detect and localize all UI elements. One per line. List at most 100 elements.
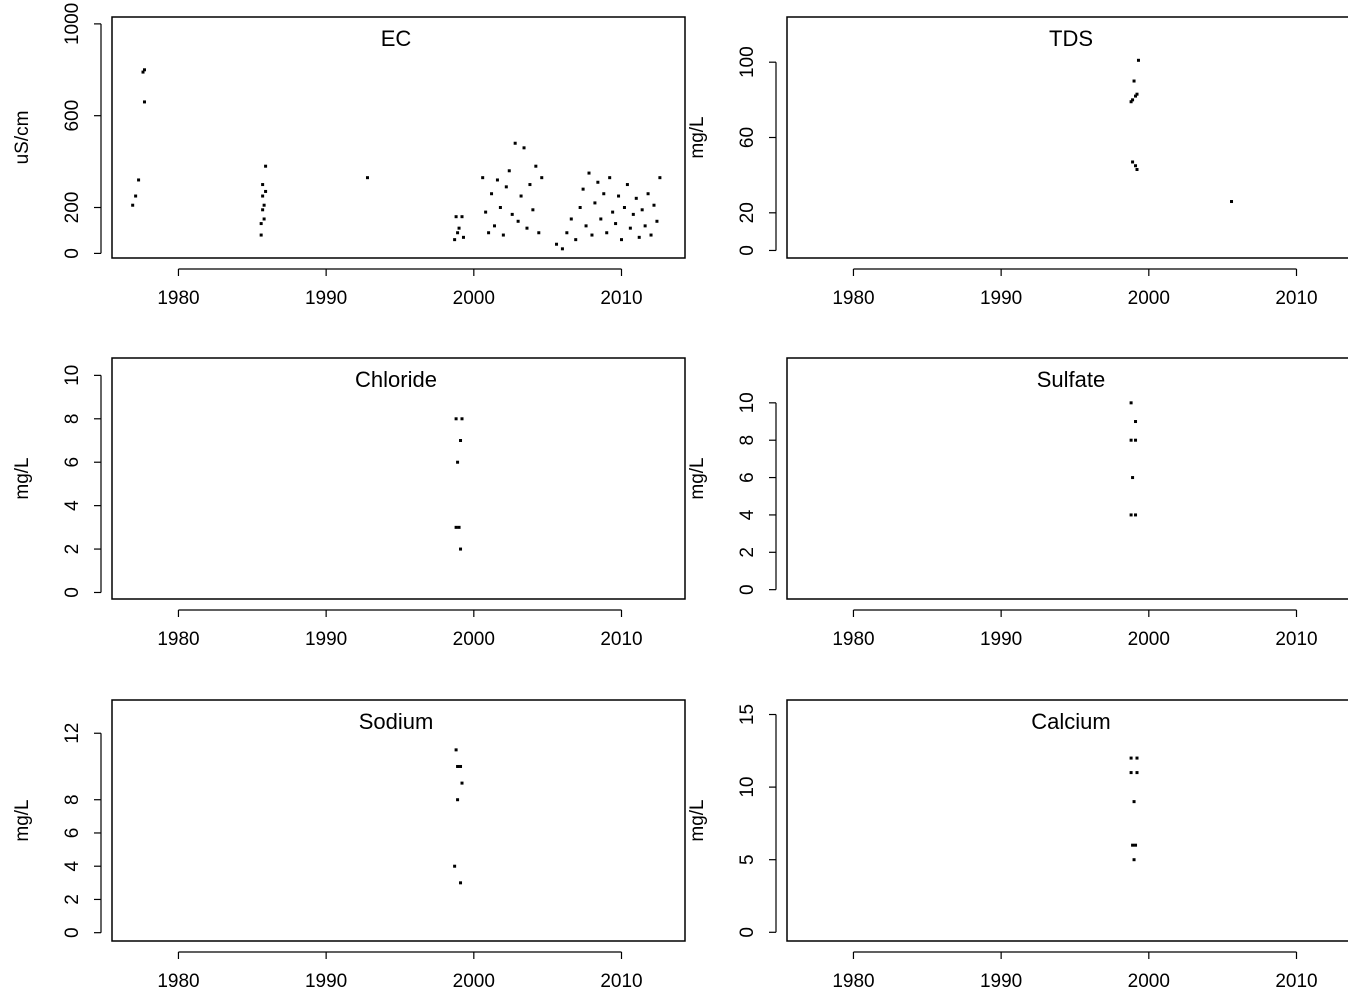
panel-title: Sulfate [1037, 367, 1106, 392]
x-tick-label: 2000 [453, 971, 495, 992]
data-point [460, 781, 464, 785]
x-tick-label: 1980 [157, 629, 199, 650]
data-point [555, 242, 559, 246]
plot-frame [786, 16, 1348, 259]
data-point [259, 233, 263, 237]
data-point [602, 192, 606, 196]
data-point [481, 176, 485, 180]
data-point [456, 231, 460, 235]
plot-frame [111, 16, 686, 259]
x-tick-label: 1990 [980, 288, 1022, 309]
x-tick-label: 2000 [453, 629, 495, 650]
data-point [622, 206, 626, 210]
data-point [534, 164, 538, 168]
panel-calcium: Calcium mg/L 1980 1990 2000 2010 0 5 10 15 [687, 699, 1348, 992]
data-point [261, 208, 265, 212]
y-tick-label: 100 [737, 46, 758, 78]
data-point [142, 100, 146, 104]
y-axis-title: mg/L [687, 799, 708, 841]
data-point [608, 176, 612, 180]
data-point [581, 187, 585, 191]
data-point [504, 185, 508, 189]
data-point [625, 183, 629, 187]
y-tick-label: 2 [737, 547, 758, 558]
data-point [1135, 771, 1139, 775]
data-point [454, 417, 458, 421]
y-tick-label: 60 [737, 127, 758, 148]
data-point [574, 238, 578, 242]
data-point [537, 231, 541, 235]
data-point [484, 210, 488, 214]
panel-title: TDS [1049, 26, 1093, 51]
y-tick-label: 20 [737, 202, 758, 223]
data-point [492, 224, 496, 228]
y-axis-title: mg/L [687, 457, 708, 499]
panel-sulfate: Sulfate mg/L 1980 1990 2000 2010 0 2 4 6 8 10 [687, 357, 1348, 650]
data-point [454, 215, 458, 219]
data-point [590, 233, 594, 237]
data-point [584, 224, 588, 228]
data-point [1129, 513, 1133, 517]
data-point [459, 881, 463, 885]
x-tick-label: 2010 [600, 629, 642, 650]
x-tick-label: 1980 [832, 629, 874, 650]
y-tick-label: 4 [62, 860, 83, 871]
y-tick-label: 0 [737, 927, 758, 938]
data-point [560, 247, 564, 251]
data-point [1135, 168, 1139, 172]
data-point [264, 189, 268, 193]
x-tick-label: 2000 [1128, 288, 1170, 309]
data-point [540, 176, 544, 180]
data-point [1134, 94, 1138, 98]
data-point [643, 224, 647, 228]
data-point [453, 864, 457, 868]
plot-frame [111, 357, 686, 600]
data-point [1136, 58, 1140, 62]
y-tick-label: 8 [62, 794, 83, 805]
panel-tds: TDS mg/L 1980 1990 2000 2010 0 20 60 100 [687, 16, 1348, 309]
x-tick-label: 2000 [1128, 629, 1170, 650]
panel-title: EC [381, 26, 412, 51]
data-point [611, 210, 615, 214]
data-point [628, 226, 632, 230]
x-tick-label: 1990 [980, 971, 1022, 992]
data-point [593, 201, 597, 205]
x-tick-label: 2000 [453, 288, 495, 309]
data-point [658, 176, 662, 180]
y-tick-label: 0 [62, 587, 83, 598]
data-point [454, 748, 458, 752]
x-tick-label: 1990 [305, 288, 347, 309]
data-point [456, 798, 460, 802]
panel-chloride: Chloride mg/L 1980 1990 2000 2010 0 2 4 6 8 10 [12, 357, 686, 650]
data-point [569, 217, 573, 221]
data-point [495, 178, 499, 182]
data-point [652, 203, 656, 207]
y-tick-label: 0 [62, 248, 83, 259]
data-point [261, 194, 265, 198]
data-point [1129, 438, 1133, 442]
panel-ec: EC uS/cm 1980 1990 2000 2010 0 200 600 1000 [12, 3, 686, 309]
y-axis-title: mg/L [12, 799, 33, 841]
y-tick-label: 4 [737, 509, 758, 520]
data-point [1131, 98, 1135, 102]
data-point [631, 212, 635, 216]
x-tick-label: 2010 [600, 971, 642, 992]
data-point [459, 764, 463, 768]
data-point [637, 235, 641, 239]
y-tick-label: 4 [62, 500, 83, 511]
data-point [605, 231, 609, 235]
data-point [1129, 771, 1133, 775]
data-point [646, 192, 650, 196]
data-point [142, 68, 146, 72]
data-point [522, 146, 526, 150]
y-tick-label: 2 [62, 894, 83, 905]
y-tick-label: 12 [62, 723, 83, 744]
y-tick-label: 5 [737, 854, 758, 865]
y-tick-label: 10 [737, 777, 758, 798]
data-point [1129, 100, 1133, 104]
data-point [587, 171, 591, 175]
data-point [1135, 92, 1139, 96]
y-tick-label: 600 [62, 100, 83, 132]
data-point [634, 196, 638, 200]
data-point [1135, 756, 1139, 760]
